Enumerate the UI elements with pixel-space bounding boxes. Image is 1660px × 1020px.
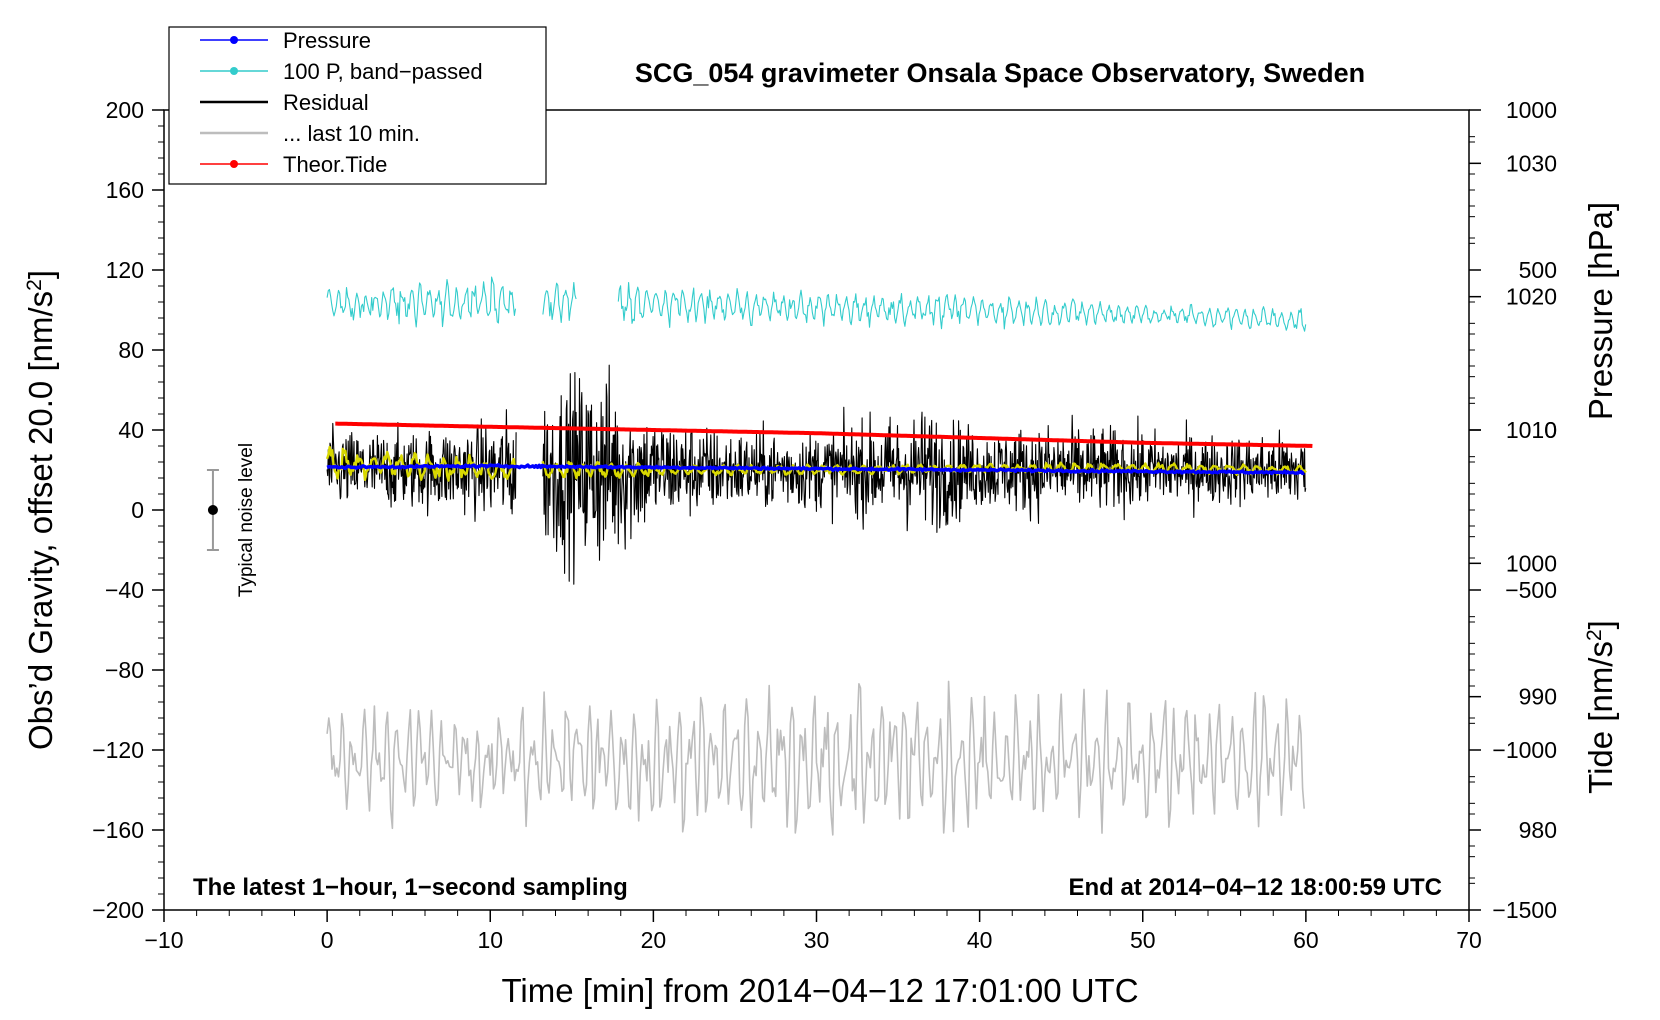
y-axis-title-gravity: Obs’d Gravity, offset 20.0 [nm/s2] <box>22 270 59 750</box>
x-tick-label: 70 <box>1456 927 1482 953</box>
y-tick-label: 120 <box>106 257 144 283</box>
y-tick-label: −200 <box>92 897 144 923</box>
tide-tick-label: 0 <box>1544 417 1557 443</box>
pressure-tick-label: 1030 <box>1506 150 1557 176</box>
y-tick-label: 80 <box>118 337 144 363</box>
data-layer <box>325 276 1313 836</box>
sampling-note: The latest 1−hour, 1−second sampling <box>193 874 628 901</box>
tide-tick-label: −1000 <box>1492 737 1557 763</box>
y-axis-title-tide: Tide [nm/s2] <box>1582 620 1619 794</box>
x-tick-label: 50 <box>1130 927 1156 953</box>
tide-tick-label: −1500 <box>1492 897 1557 923</box>
series-band-passed <box>326 276 1307 332</box>
y-tick-label: −160 <box>92 817 144 843</box>
y-tick-label: −80 <box>105 657 144 683</box>
y-tick-label: 160 <box>106 177 144 203</box>
pressure-tick-label: 1010 <box>1506 417 1557 443</box>
y-tick-label: 40 <box>118 417 144 443</box>
noise-level-label: Typical noise level <box>236 443 257 597</box>
pressure-tick-label: 1000 <box>1506 550 1557 576</box>
legend-label: Theor.Tide <box>283 152 387 177</box>
series-pressure <box>326 463 1305 476</box>
x-tick-label: 30 <box>804 927 830 953</box>
y-tick-label: −40 <box>105 577 144 603</box>
x-tick-label: −10 <box>144 927 183 953</box>
y-tick-label: 0 <box>131 497 144 523</box>
legend: Pressure 100 P, band−passed Residual ... la… <box>168 26 547 185</box>
chart-title: SCG_054 gravimeter Onsala Space Observat… <box>635 58 1365 88</box>
noise-level-indicator: Typical noise level <box>206 443 257 597</box>
y-axis-title-pressure: Pressure [hPa] <box>1582 202 1619 420</box>
legend-marker <box>230 36 238 44</box>
legend-box <box>168 26 547 185</box>
legend-label: Residual <box>283 90 369 115</box>
ticks-layer: −10 0 10 20 30 40 50 60 70−200−160−120−80−400408… <box>92 97 1557 953</box>
x-axis-title: Time [min] from 2014−04−12 17:01:00 UTC <box>501 972 1138 1009</box>
noise-dot <box>207 505 218 515</box>
series-last-10-min <box>326 680 1305 836</box>
x-tick-label: 40 <box>967 927 993 953</box>
tide-tick-label: 500 <box>1519 257 1557 283</box>
legend-label: 100 P, band−passed <box>283 59 483 84</box>
legend-label: Pressure <box>283 28 371 53</box>
legend-marker <box>230 160 238 168</box>
legend-label: ... last 10 min. <box>283 121 420 146</box>
tide-tick-label: −500 <box>1505 577 1557 603</box>
pressure-tick-label: 980 <box>1519 817 1557 843</box>
x-tick-label: 0 <box>321 927 334 953</box>
y-tick-label: 200 <box>106 97 144 123</box>
tide-tick-label: 1000 <box>1506 97 1557 123</box>
x-tick-label: 20 <box>641 927 667 953</box>
series-theor-tide <box>334 421 1313 448</box>
end-time-note: End at 2014−04−12 18:00:59 UTC <box>1068 874 1442 901</box>
pressure-tick-label: 990 <box>1519 684 1557 710</box>
x-tick-label: 60 <box>1293 927 1319 953</box>
y-tick-label: −120 <box>92 737 144 763</box>
legend-marker <box>230 67 238 75</box>
x-tick-label: 10 <box>477 927 503 953</box>
pressure-tick-label: 1020 <box>1506 284 1557 310</box>
